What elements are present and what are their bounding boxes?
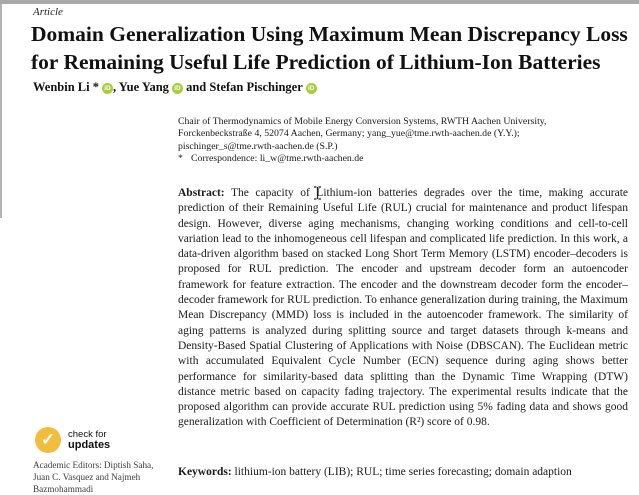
keywords-text: lithium-ion battery (LIB); RUL; time ser… xyxy=(234,466,572,478)
abstract-label: Abstract: xyxy=(178,187,225,199)
page-title: Domain Generalization Using Maximum Mean… xyxy=(31,21,628,76)
academic-editors-line: Juan C. Vasquez and Najmeh xyxy=(33,471,141,482)
author-name: Yue Yang xyxy=(118,80,169,94)
keywords-label: Keywords: xyxy=(178,466,232,478)
keywords-line: Keywords: lithium-ion battery (LIB); RUL… xyxy=(178,466,630,478)
window-edge-left xyxy=(0,4,2,218)
checkmark-icon: ✓ xyxy=(35,427,61,453)
abstract-paragraph: Abstract: The capacity of Lithium-ion ba… xyxy=(178,186,628,431)
author-name: Stefan Pischinger xyxy=(209,80,303,94)
author-separator: and xyxy=(182,80,210,94)
crossmark-label-line2: updates xyxy=(68,439,111,451)
orcid-icon[interactable]: iD xyxy=(102,83,113,94)
correspondence-marker: * xyxy=(178,152,183,164)
affiliation-line: Chair of Thermodynamics of Mobile Energy… xyxy=(178,116,547,127)
crossmark-label: check for updates xyxy=(68,429,110,451)
check-for-updates-button[interactable]: ✓ check for updates xyxy=(35,427,110,453)
abstract-text: The capacity of Lithium-ion batteries de… xyxy=(178,187,628,429)
orcid-icon[interactable]: iD xyxy=(171,83,183,94)
affiliation-line: Forckenbeckstraße 4, 52074 Aachen, Germa… xyxy=(178,128,520,140)
crossmark-label-line1: check for xyxy=(68,429,107,440)
orcid-icon[interactable]: iD xyxy=(305,83,317,94)
author-separator: , xyxy=(113,80,119,94)
window-edge-top xyxy=(0,0,639,4)
academic-editors-block: Academic Editors: Diptish Saha, Juan C. … xyxy=(33,460,178,495)
correspondence-line: * Correspondence: li_w@tme.rwth-aachen.d… xyxy=(178,153,634,165)
page-title-line1: Domain Generalization Using Maximum Mean… xyxy=(31,22,628,46)
affiliation-line: pischinger_s@tme.rwth-aachen.de (S.P.) xyxy=(178,140,338,152)
author-name: Wenbin Li * xyxy=(33,80,99,94)
article-type-label: Article xyxy=(33,6,63,18)
text-cursor-pointer xyxy=(314,186,321,200)
academic-editors-line: Bazmohammadi xyxy=(33,483,94,494)
correspondence-text: Correspondence: li_w@tme.rwth-aachen.de xyxy=(191,152,364,164)
page-title-line2: for Remaining Useful Life Prediction of … xyxy=(31,49,601,74)
academic-editors-line: Academic Editors: Diptish Saha, xyxy=(33,460,154,470)
affiliation-block: Chair of Thermodynamics of Mobile Energy… xyxy=(178,116,634,165)
authors-line: Wenbin Li * iD, Yue Yang iD and Stefan Pis… xyxy=(33,80,317,95)
